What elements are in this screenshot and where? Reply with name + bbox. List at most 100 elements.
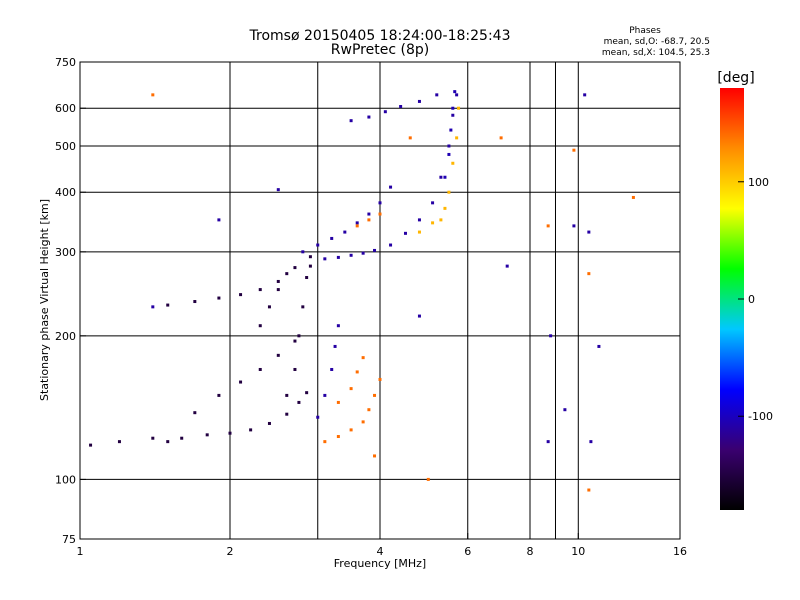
data-point bbox=[587, 488, 591, 492]
data-point bbox=[217, 393, 221, 397]
data-point bbox=[546, 440, 550, 444]
data-point bbox=[228, 431, 232, 435]
data-point bbox=[323, 257, 327, 261]
grid-lines bbox=[79, 62, 681, 539]
data-point bbox=[431, 221, 435, 225]
data-point bbox=[276, 288, 280, 292]
data-point bbox=[217, 296, 221, 300]
data-point bbox=[308, 255, 312, 259]
x-tick-label: 2 bbox=[227, 545, 234, 558]
data-point bbox=[455, 136, 459, 140]
data-point bbox=[336, 255, 340, 259]
data-point bbox=[297, 400, 301, 404]
data-point bbox=[355, 221, 359, 225]
data-point bbox=[399, 105, 403, 109]
x-tick-label: 4 bbox=[377, 545, 384, 558]
data-point bbox=[549, 334, 553, 338]
data-point bbox=[349, 119, 353, 123]
data-point bbox=[267, 305, 271, 309]
data-point bbox=[389, 185, 393, 189]
legend-title: Phases bbox=[629, 26, 661, 36]
data-point bbox=[408, 136, 412, 140]
y-tick-label: 300 bbox=[55, 246, 76, 259]
data-point bbox=[330, 367, 334, 371]
data-point bbox=[443, 206, 447, 210]
data-point bbox=[205, 433, 209, 437]
data-point bbox=[333, 344, 337, 348]
y-tick-label: 200 bbox=[55, 330, 76, 343]
data-point bbox=[587, 272, 591, 276]
data-point bbox=[151, 436, 155, 440]
data-point bbox=[117, 440, 121, 444]
data-point bbox=[378, 212, 382, 216]
data-point bbox=[572, 224, 576, 228]
y-axis-label: Stationary phase Virtual Height [km] bbox=[38, 199, 51, 401]
data-point bbox=[439, 218, 443, 222]
data-point bbox=[336, 324, 340, 328]
data-point bbox=[449, 128, 453, 132]
data-point bbox=[297, 334, 301, 338]
data-point bbox=[293, 266, 297, 270]
data-point bbox=[373, 454, 377, 458]
data-point bbox=[258, 324, 262, 328]
data-point bbox=[451, 113, 455, 117]
colorbar-tick-label: -100 bbox=[748, 410, 773, 423]
x-tick-label: 16 bbox=[673, 545, 687, 558]
data-point bbox=[166, 303, 170, 307]
x-tick-label: 10 bbox=[571, 545, 585, 558]
data-point bbox=[361, 356, 365, 360]
data-point bbox=[258, 288, 262, 292]
y-tick-label: 75 bbox=[62, 533, 76, 546]
colorbar-tick-label: 0 bbox=[748, 293, 755, 306]
data-point bbox=[417, 218, 421, 222]
data-point bbox=[336, 400, 340, 404]
data-point bbox=[330, 236, 334, 240]
data-point bbox=[180, 436, 184, 440]
data-point bbox=[276, 279, 280, 283]
data-point bbox=[572, 148, 576, 152]
data-point bbox=[417, 314, 421, 318]
data-point bbox=[453, 90, 457, 94]
data-point bbox=[435, 93, 439, 97]
data-point bbox=[499, 136, 503, 140]
y-tick-label: 400 bbox=[55, 186, 76, 199]
data-point bbox=[447, 190, 451, 194]
data-point bbox=[361, 251, 365, 255]
data-point bbox=[276, 353, 280, 357]
data-point bbox=[451, 106, 455, 110]
data-point bbox=[316, 415, 320, 419]
data-point bbox=[373, 248, 377, 252]
data-point bbox=[293, 367, 297, 371]
data-point bbox=[305, 276, 309, 280]
data-point bbox=[349, 387, 353, 391]
data-point bbox=[587, 230, 591, 234]
data-point bbox=[361, 420, 365, 424]
data-point bbox=[193, 300, 197, 304]
x-tick-label: 6 bbox=[464, 545, 471, 558]
y-tick-label: 500 bbox=[55, 140, 76, 153]
data-point bbox=[343, 230, 347, 234]
data-point bbox=[89, 443, 93, 447]
chart-title: Tromsø 20150405 18:24:00-18:25:43 bbox=[249, 28, 511, 44]
data-point bbox=[285, 393, 289, 397]
legend-line-x: mean, sd,X: 104.5, 25.3 bbox=[602, 48, 710, 58]
y-tick-label: 600 bbox=[55, 102, 76, 115]
data-point bbox=[249, 428, 253, 432]
data-point bbox=[349, 253, 353, 257]
data-point bbox=[546, 224, 550, 228]
data-point bbox=[239, 293, 243, 297]
data-point bbox=[166, 440, 170, 444]
data-point bbox=[439, 175, 443, 179]
data-point bbox=[443, 175, 447, 179]
data-point bbox=[367, 212, 371, 216]
data-point bbox=[583, 93, 587, 97]
data-point bbox=[355, 224, 359, 228]
data-point bbox=[239, 380, 243, 384]
data-point bbox=[355, 370, 359, 374]
data-point bbox=[193, 411, 197, 415]
x-axis-label: Frequency [MHz] bbox=[334, 557, 426, 570]
data-point bbox=[323, 393, 327, 397]
data-point bbox=[589, 440, 593, 444]
legend-line-o: mean, sd,O: -68.7, 20.5 bbox=[604, 37, 710, 47]
data-point bbox=[389, 243, 393, 247]
